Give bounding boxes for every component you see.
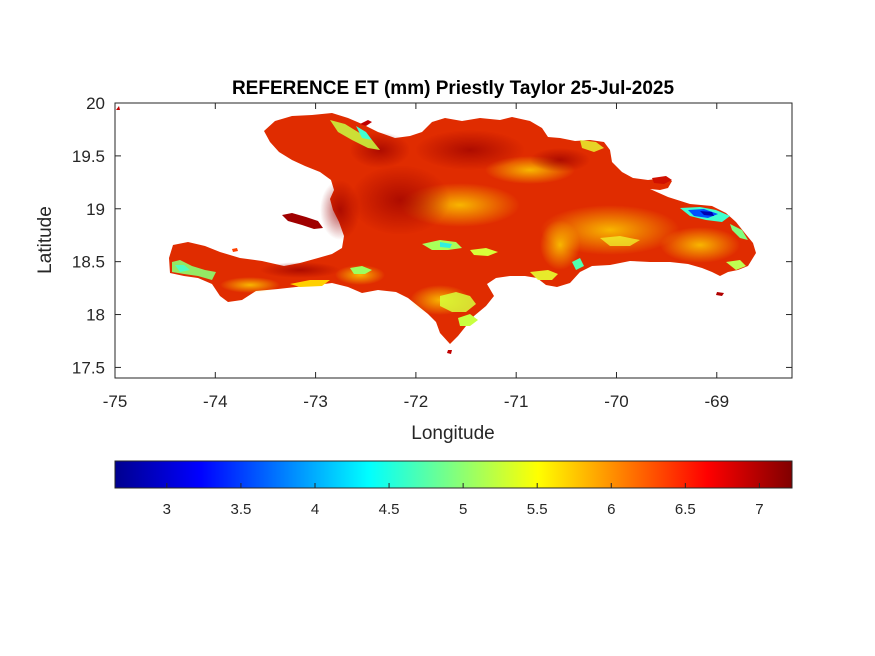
- tortuga-island: [360, 120, 372, 126]
- cayemites-island: [232, 248, 238, 252]
- samana-cay: [652, 176, 672, 184]
- colorbar-tick-label: 3: [163, 501, 171, 518]
- x-tick-label: -74: [203, 392, 228, 411]
- low-et-patches: [172, 120, 748, 326]
- y-tick-label: 19: [86, 200, 105, 219]
- chart-title: REFERENCE ET (mm) Priestly Taylor 25-Jul…: [232, 78, 674, 99]
- y-tick-label: 20: [86, 94, 105, 113]
- x-axis: -75 -74 -73 -72 -71 -70 -69: [103, 103, 729, 411]
- x-tick-label: -75: [103, 392, 128, 411]
- x-tick-label: -72: [404, 392, 429, 411]
- et-raster: [116, 106, 756, 354]
- x-tick-label: -71: [504, 392, 529, 411]
- colorbar-tick-label: 3.5: [230, 501, 251, 518]
- y-tick-label: 18: [86, 306, 105, 325]
- x-tick-label: -73: [303, 392, 328, 411]
- colorbar-tick-label: 6.5: [675, 501, 696, 518]
- colorbar-tick-label: 5: [459, 501, 467, 518]
- gonave-island: [282, 213, 323, 229]
- saona-island: [716, 292, 724, 296]
- colorbar-tick-label: 5.5: [527, 501, 548, 518]
- x-tick-label: -69: [704, 392, 729, 411]
- y-axis-label: Latitude: [35, 206, 56, 274]
- colorbar-ticks: 3 3.5 4 4.5 5 5.5 6 6.5 7: [163, 483, 764, 518]
- y-tick-label: 19.5: [72, 147, 105, 166]
- y-tick-label: 18.5: [72, 253, 105, 272]
- navassa-speck: [116, 106, 120, 110]
- x-axis-label: Longitude: [411, 423, 494, 444]
- colorbar-ramp: [114, 460, 793, 489]
- colorbar: 3 3.5 4 4.5 5 5.5 6 6.5 7: [114, 460, 793, 518]
- colorbar-tick-label: 4: [311, 501, 319, 518]
- x-tick-label: -70: [604, 392, 629, 411]
- colorbar-tick-label: 7: [755, 501, 763, 518]
- y-axis: 17.5 18 18.5 19 19.5 20: [72, 94, 792, 377]
- hispaniola-landmass: [169, 113, 756, 344]
- colorbar-tick-label: 6: [607, 501, 615, 518]
- y-tick-label: 17.5: [72, 358, 105, 377]
- beata-island: [447, 350, 452, 354]
- colorbar-tick-label: 4.5: [379, 501, 400, 518]
